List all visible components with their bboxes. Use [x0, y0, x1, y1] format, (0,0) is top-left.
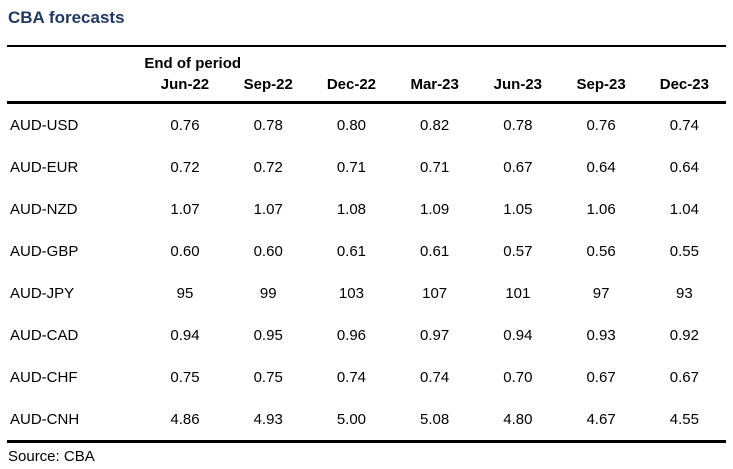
cell: 0.67 [586, 368, 616, 386]
corner-cell [7, 46, 143, 74]
forecast-table: End of period Jun-22 Sep-22 Dec-22 Mar-2… [7, 45, 726, 443]
table-row-aud-cnh: AUD-CNH 4.86 4.93 5.00 5.08 4.80 4.67 4.… [7, 398, 726, 443]
cell: 0.60 [253, 242, 283, 260]
cell: 4.93 [226, 398, 310, 443]
column-header-row: Jun-22 Sep-22 Dec-22 Mar-23 Jun-23 Sep-2… [7, 74, 726, 104]
cell: 0.75 [170, 368, 200, 386]
cell: 0.92 [669, 326, 699, 344]
table-row-aud-nzd: AUD-NZD 1.07 1.07 1.08 1.09 1.05 1.06 1.… [7, 188, 726, 230]
corner-cell [7, 74, 144, 104]
cell: 4.55 [642, 398, 726, 443]
cell: 0.55 [669, 242, 699, 260]
row-label: AUD-CAD [10, 326, 79, 344]
cell: 0.93 [586, 326, 616, 344]
cell: 0.67 [669, 368, 699, 386]
cell: 5.00 [309, 398, 394, 443]
column-header-jun-23: Jun-23 [476, 74, 560, 104]
cell: 0.70 [503, 368, 533, 386]
row-label: AUD-JPY [10, 284, 75, 302]
table-row-aud-chf: AUD-CHF 0.75 0.75 0.74 0.74 0.70 0.67 0.… [7, 356, 726, 398]
cell: 103 [338, 284, 364, 302]
source-note: Source: CBA [8, 448, 95, 465]
cell: 1.05 [503, 200, 533, 218]
cell: 4.80 [476, 398, 560, 443]
cell: 1.09 [420, 200, 450, 218]
cell: 1.07 [253, 200, 283, 218]
cell: 99 [259, 284, 277, 302]
cell: 1.04 [669, 200, 699, 218]
cell: 0.72 [253, 158, 283, 176]
row-label: AUD-NZD [10, 200, 78, 218]
cell: 0.94 [503, 326, 533, 344]
cell: 0.61 [336, 242, 367, 260]
cell: 0.75 [253, 368, 283, 386]
table-row-aud-jpy: AUD-JPY 95 99 103 107 101 97 93 [7, 272, 726, 314]
table-row-aud-eur: AUD-EUR 0.72 0.72 0.71 0.71 0.67 0.64 0.… [7, 146, 726, 188]
cell: 0.82 [420, 116, 450, 134]
cell: 107 [422, 284, 448, 302]
column-header-dec-23: Dec-23 [642, 74, 726, 104]
cell: 0.80 [336, 116, 367, 134]
column-header-sep-23: Sep-23 [559, 74, 643, 104]
cell: 0.74 [336, 368, 367, 386]
row-label: AUD-EUR [10, 158, 79, 176]
cell: 0.78 [253, 116, 283, 134]
period-header-row: End of period [7, 46, 726, 74]
cell: 97 [592, 284, 610, 302]
row-label: AUD-USD [10, 116, 79, 134]
row-label: AUD-GBP [10, 242, 79, 260]
cell: 95 [176, 284, 194, 302]
cell: 0.78 [503, 116, 533, 134]
cell: 0.74 [420, 368, 450, 386]
cell: 1.07 [170, 200, 200, 218]
column-header-jun-22: Jun-22 [143, 74, 227, 104]
cell: 0.76 [586, 116, 616, 134]
period-header: End of period [144, 55, 242, 72]
table-row-aud-cad: AUD-CAD 0.94 0.95 0.96 0.97 0.94 0.93 0.… [7, 314, 726, 356]
table-row-aud-usd: AUD-USD 0.76 0.78 0.80 0.82 0.78 0.76 0.… [7, 103, 726, 147]
cell: 0.71 [420, 158, 450, 176]
table-header: End of period Jun-22 Sep-22 Dec-22 Mar-2… [7, 46, 726, 104]
table-row-aud-gbp: AUD-GBP 0.60 0.60 0.61 0.61 0.57 0.56 0.… [7, 230, 726, 272]
row-label: AUD-CNH [7, 398, 144, 443]
cell: 0.56 [586, 242, 616, 260]
column-header-mar-23: Mar-23 [393, 74, 477, 104]
column-header-dec-22: Dec-22 [309, 74, 394, 104]
cell: 0.74 [669, 116, 699, 134]
cell: 4.86 [143, 398, 227, 443]
cell: 0.57 [503, 242, 533, 260]
cell: 0.76 [170, 116, 200, 134]
cell: 1.08 [336, 200, 367, 218]
table-body: AUD-USD 0.76 0.78 0.80 0.82 0.78 0.76 0.… [7, 103, 726, 443]
cell: 0.72 [170, 158, 200, 176]
column-header-sep-22: Sep-22 [226, 74, 310, 104]
cell: 0.60 [170, 242, 200, 260]
cell: 4.67 [559, 398, 643, 443]
page-title: CBA forecasts [8, 8, 125, 27]
cell: 0.71 [336, 158, 367, 176]
cell: 0.96 [336, 326, 367, 344]
cell: 0.64 [669, 158, 699, 176]
cell: 0.61 [420, 242, 450, 260]
cell: 5.08 [393, 398, 477, 443]
cell: 0.97 [420, 326, 450, 344]
cell: 0.94 [170, 326, 200, 344]
cell: 93 [676, 284, 693, 302]
cell: 0.64 [586, 158, 616, 176]
cell: 1.06 [586, 200, 616, 218]
cell: 0.95 [253, 326, 283, 344]
cell: 101 [505, 284, 531, 302]
cell: 0.67 [503, 158, 533, 176]
row-label: AUD-CHF [10, 368, 78, 386]
